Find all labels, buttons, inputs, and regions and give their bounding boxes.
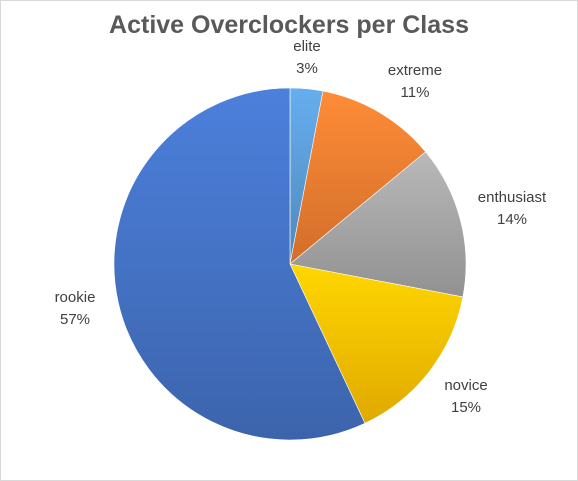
data-label-extreme: extreme 11% bbox=[388, 62, 442, 101]
data-label-novice: novice 15% bbox=[444, 377, 487, 416]
data-label-percent: 57% bbox=[60, 311, 90, 328]
data-label-elite: elite 3% bbox=[293, 38, 321, 77]
data-label-category: elite bbox=[293, 38, 321, 55]
pie-slice-enthusiast bbox=[289, 151, 467, 298]
pie-labels: elite 3% extreme 11% enthusiast 14% novice 15% r… bbox=[55, 38, 547, 416]
data-label-category: extreme bbox=[388, 62, 442, 79]
data-label-category: novice bbox=[444, 377, 487, 394]
pie-slice-extreme bbox=[289, 90, 427, 265]
data-label-percent: 14% bbox=[497, 211, 527, 228]
data-label-percent: 15% bbox=[451, 399, 481, 416]
pie-slice-rookie bbox=[113, 87, 366, 441]
data-label-category: enthusiast bbox=[478, 189, 547, 206]
pie-slice-novice bbox=[289, 263, 464, 424]
data-label-percent: 3% bbox=[296, 60, 318, 77]
data-label-rookie: rookie 57% bbox=[55, 289, 96, 328]
data-label-percent: 11% bbox=[401, 84, 430, 101]
chart-title: Active Overclockers per Class bbox=[109, 11, 469, 39]
data-label-category: rookie bbox=[55, 289, 96, 306]
data-label-enthusiast: enthusiast 14% bbox=[478, 189, 547, 228]
pie-slices bbox=[113, 87, 467, 441]
